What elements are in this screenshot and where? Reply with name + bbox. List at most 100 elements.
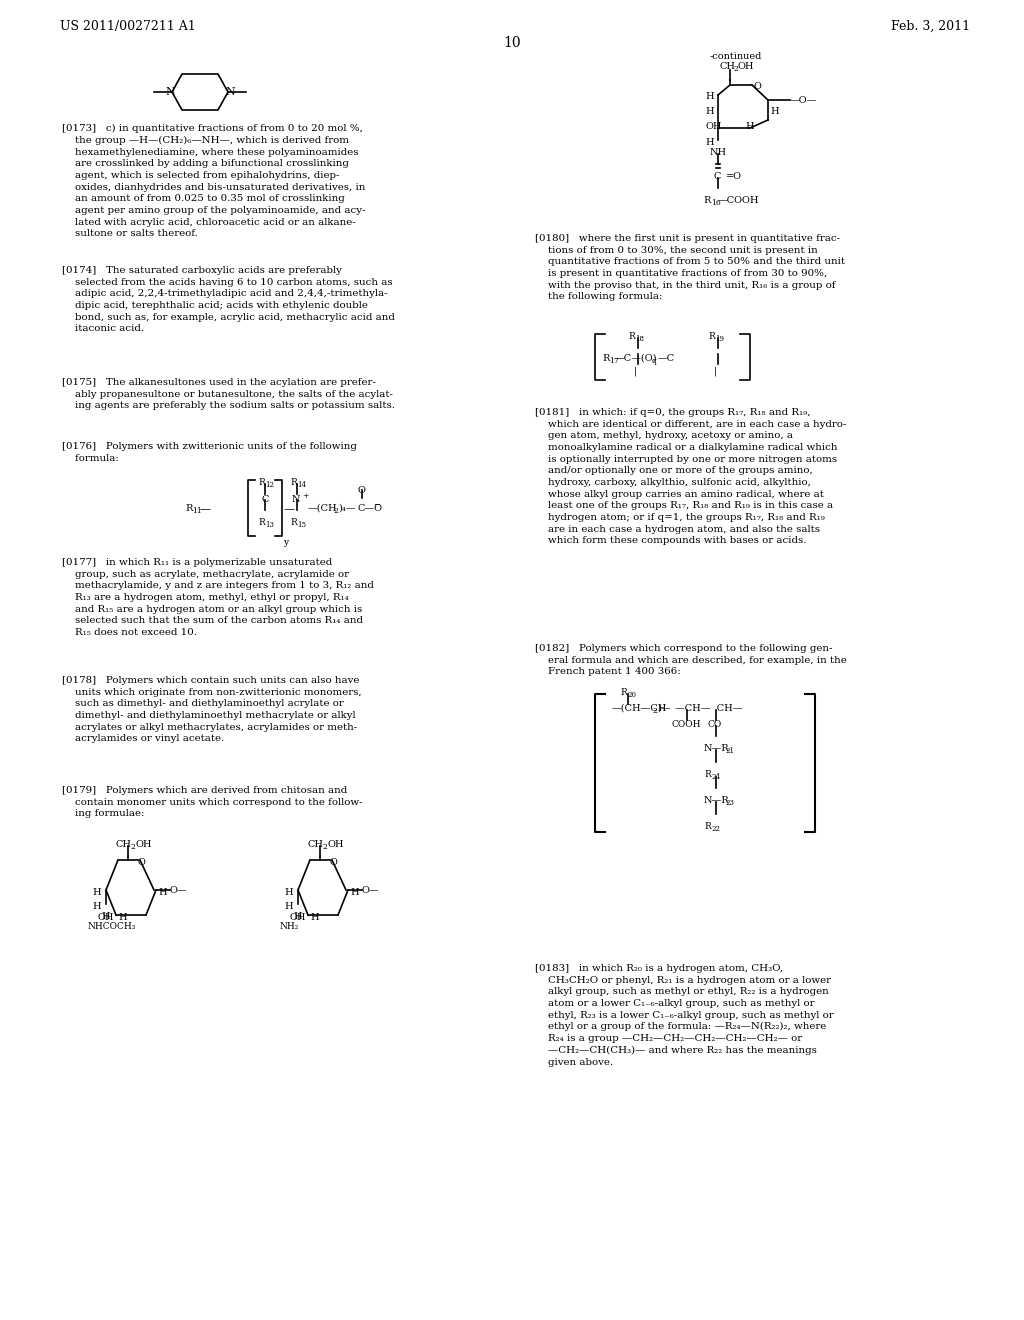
Text: 16: 16 — [711, 199, 721, 207]
Text: H: H — [92, 902, 100, 911]
Text: [0174]   The saturated carboxylic acids are preferably
    selected from the aci: [0174] The saturated carboxylic acids ar… — [62, 267, 395, 333]
Text: —O—: —O— — [790, 96, 817, 106]
Text: 19: 19 — [715, 335, 724, 343]
Text: US 2011/0027211 A1: US 2011/0027211 A1 — [60, 20, 196, 33]
Text: —(CH: —(CH — [308, 504, 338, 513]
Text: H: H — [705, 107, 714, 116]
Text: [0177]   in which R₁₁ is a polymerizable unsaturated
    group, such as acrylate: [0177] in which R₁₁ is a polymerizable u… — [62, 558, 374, 638]
Text: 15: 15 — [297, 521, 306, 529]
Text: y: y — [283, 539, 288, 546]
Text: —: — — [200, 504, 211, 513]
Text: N—R: N—R — [705, 796, 730, 805]
Text: O: O — [754, 82, 762, 91]
Text: N—R: N—R — [705, 744, 730, 752]
Text: R: R — [703, 195, 711, 205]
Text: R: R — [602, 354, 609, 363]
Text: −: − — [373, 502, 380, 510]
Text: q: q — [652, 356, 656, 366]
Text: H: H — [705, 139, 714, 147]
Text: 24: 24 — [711, 774, 720, 781]
Text: =O: =O — [726, 172, 742, 181]
Text: [0181]   in which: if q=0, the groups R₁₇, R₁₈ and R₁₉,
    which are identical : [0181] in which: if q=0, the groups R₁₇,… — [535, 408, 847, 545]
Text: H: H — [118, 913, 127, 921]
Text: 11: 11 — [193, 507, 202, 515]
Text: OH: OH — [738, 62, 755, 71]
Text: [0175]   The alkanesultones used in the acylation are prefer-
    ably propanesu: [0175] The alkanesultones used in the ac… — [62, 378, 395, 411]
Text: |: | — [714, 366, 717, 375]
Text: R: R — [620, 688, 627, 697]
Text: CH: CH — [720, 62, 736, 71]
Text: H: H — [350, 888, 358, 898]
Text: OH: OH — [290, 913, 306, 921]
Text: O—: O— — [362, 886, 380, 895]
Text: C—O: C—O — [358, 504, 383, 513]
Text: O—: O— — [170, 886, 187, 895]
Text: OH: OH — [98, 913, 115, 921]
Text: [0176]   Polymers with zwitterionic units of the following
    formula:: [0176] Polymers with zwitterionic units … — [62, 442, 357, 462]
Text: H: H — [745, 121, 754, 131]
Text: N: N — [165, 87, 175, 96]
Text: 22: 22 — [711, 825, 720, 833]
Text: OH: OH — [135, 840, 152, 849]
Text: [0179]   Polymers which are derived from chitosan and
    contain monomer units : [0179] Polymers which are derived from c… — [62, 785, 362, 818]
Text: OH: OH — [327, 840, 343, 849]
Text: [0173]   c) in quantitative fractions of from 0 to 20 mol %,
    the group —H—(C: [0173] c) in quantitative fractions of f… — [62, 124, 366, 238]
Text: O: O — [138, 858, 145, 867]
Text: 10: 10 — [503, 36, 521, 50]
Text: CO: CO — [708, 719, 722, 729]
Text: O: O — [330, 858, 338, 867]
Text: [0180]   where the first unit is present in quantitative frac-
    tions of from: [0180] where the first unit is present i… — [535, 234, 845, 301]
Text: —: — — [284, 504, 295, 513]
Text: N: N — [225, 87, 234, 96]
Text: O: O — [358, 486, 366, 495]
Text: R: R — [185, 504, 193, 513]
Text: H: H — [705, 92, 714, 102]
Text: |: | — [634, 366, 637, 375]
Text: R: R — [290, 478, 297, 487]
Text: 2: 2 — [652, 708, 656, 715]
Text: —C—(O): —C—(O) — [615, 354, 657, 363]
Text: 2: 2 — [733, 65, 738, 73]
Text: NH₂: NH₂ — [280, 921, 299, 931]
Text: 2: 2 — [333, 507, 338, 515]
Text: 13: 13 — [265, 521, 273, 529]
Text: N: N — [292, 495, 300, 504]
Text: R: R — [708, 333, 715, 341]
Text: R: R — [705, 822, 711, 832]
Text: +: + — [302, 492, 308, 500]
Text: R: R — [290, 517, 297, 527]
Text: —COOH: —COOH — [718, 195, 760, 205]
Text: R: R — [628, 333, 635, 341]
Text: 21: 21 — [725, 747, 734, 755]
Text: R: R — [705, 770, 711, 779]
Text: H: H — [293, 912, 302, 921]
Text: [0178]   Polymers which contain such units can also have
    units which origina: [0178] Polymers which contain such units… — [62, 676, 361, 743]
Text: 2: 2 — [322, 843, 327, 851]
Text: R: R — [258, 478, 265, 487]
Text: 23: 23 — [725, 799, 734, 807]
Text: OH: OH — [705, 121, 722, 131]
Text: H: H — [158, 888, 167, 898]
Text: C: C — [262, 495, 269, 504]
Text: 14: 14 — [297, 480, 306, 488]
Text: COOH: COOH — [672, 719, 701, 729]
Text: CH: CH — [308, 840, 324, 849]
Text: Feb. 3, 2011: Feb. 3, 2011 — [891, 20, 970, 33]
Text: NH: NH — [710, 148, 727, 157]
Text: )₄—: )₄— — [338, 504, 355, 513]
Text: NHCOCH₃: NHCOCH₃ — [88, 921, 136, 931]
Text: CH: CH — [116, 840, 132, 849]
Text: 18: 18 — [635, 335, 644, 343]
Text: -continued: -continued — [710, 51, 763, 61]
Text: 17: 17 — [609, 356, 618, 366]
Text: —C: —C — [658, 354, 675, 363]
Text: 12: 12 — [265, 480, 274, 488]
Text: [0182]   Polymers which correspond to the following gen-
    eral formula and wh: [0182] Polymers which correspond to the … — [535, 644, 847, 676]
Text: H: H — [284, 902, 293, 911]
Text: H: H — [284, 888, 293, 898]
Text: [0183]   in which R₂₀ is a hydrogen atom, CH₃O,
    CH₃CH₂O or phenyl, R₂₁ is a : [0183] in which R₂₀ is a hydrogen atom, … — [535, 964, 834, 1067]
Text: 2: 2 — [130, 843, 135, 851]
Text: H: H — [310, 913, 318, 921]
Text: —(CH—CH: —(CH—CH — [612, 704, 668, 713]
Text: H: H — [101, 912, 110, 921]
